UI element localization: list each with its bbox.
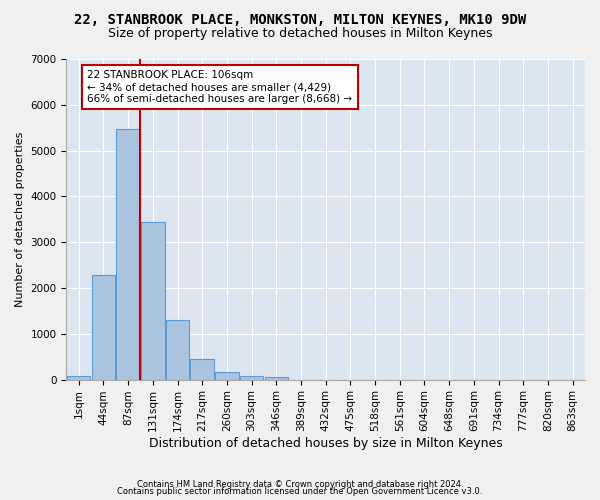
Bar [141,222,164,380]
Text: 22, STANBROOK PLACE, MONKSTON, MILTON KEYNES, MK10 9DW: 22, STANBROOK PLACE, MONKSTON, MILTON KE… [74,12,526,26]
Text: Size of property relative to detached houses in Milton Keynes: Size of property relative to detached ho… [108,28,492,40]
Bar [265,378,288,380]
Bar [166,320,189,380]
Text: Contains public sector information licensed under the Open Government Licence v3: Contains public sector information licen… [118,487,482,496]
X-axis label: Distribution of detached houses by size in Milton Keynes: Distribution of detached houses by size … [149,437,503,450]
Bar [67,376,91,380]
Bar [92,275,115,380]
Bar [215,372,239,380]
Bar [240,376,263,380]
Text: Contains HM Land Registry data © Crown copyright and database right 2024.: Contains HM Land Registry data © Crown c… [137,480,463,489]
Text: 22 STANBROOK PLACE: 106sqm
← 34% of detached houses are smaller (4,429)
66% of s: 22 STANBROOK PLACE: 106sqm ← 34% of deta… [88,70,353,104]
Bar [190,358,214,380]
Y-axis label: Number of detached properties: Number of detached properties [15,132,25,307]
Bar [116,128,140,380]
